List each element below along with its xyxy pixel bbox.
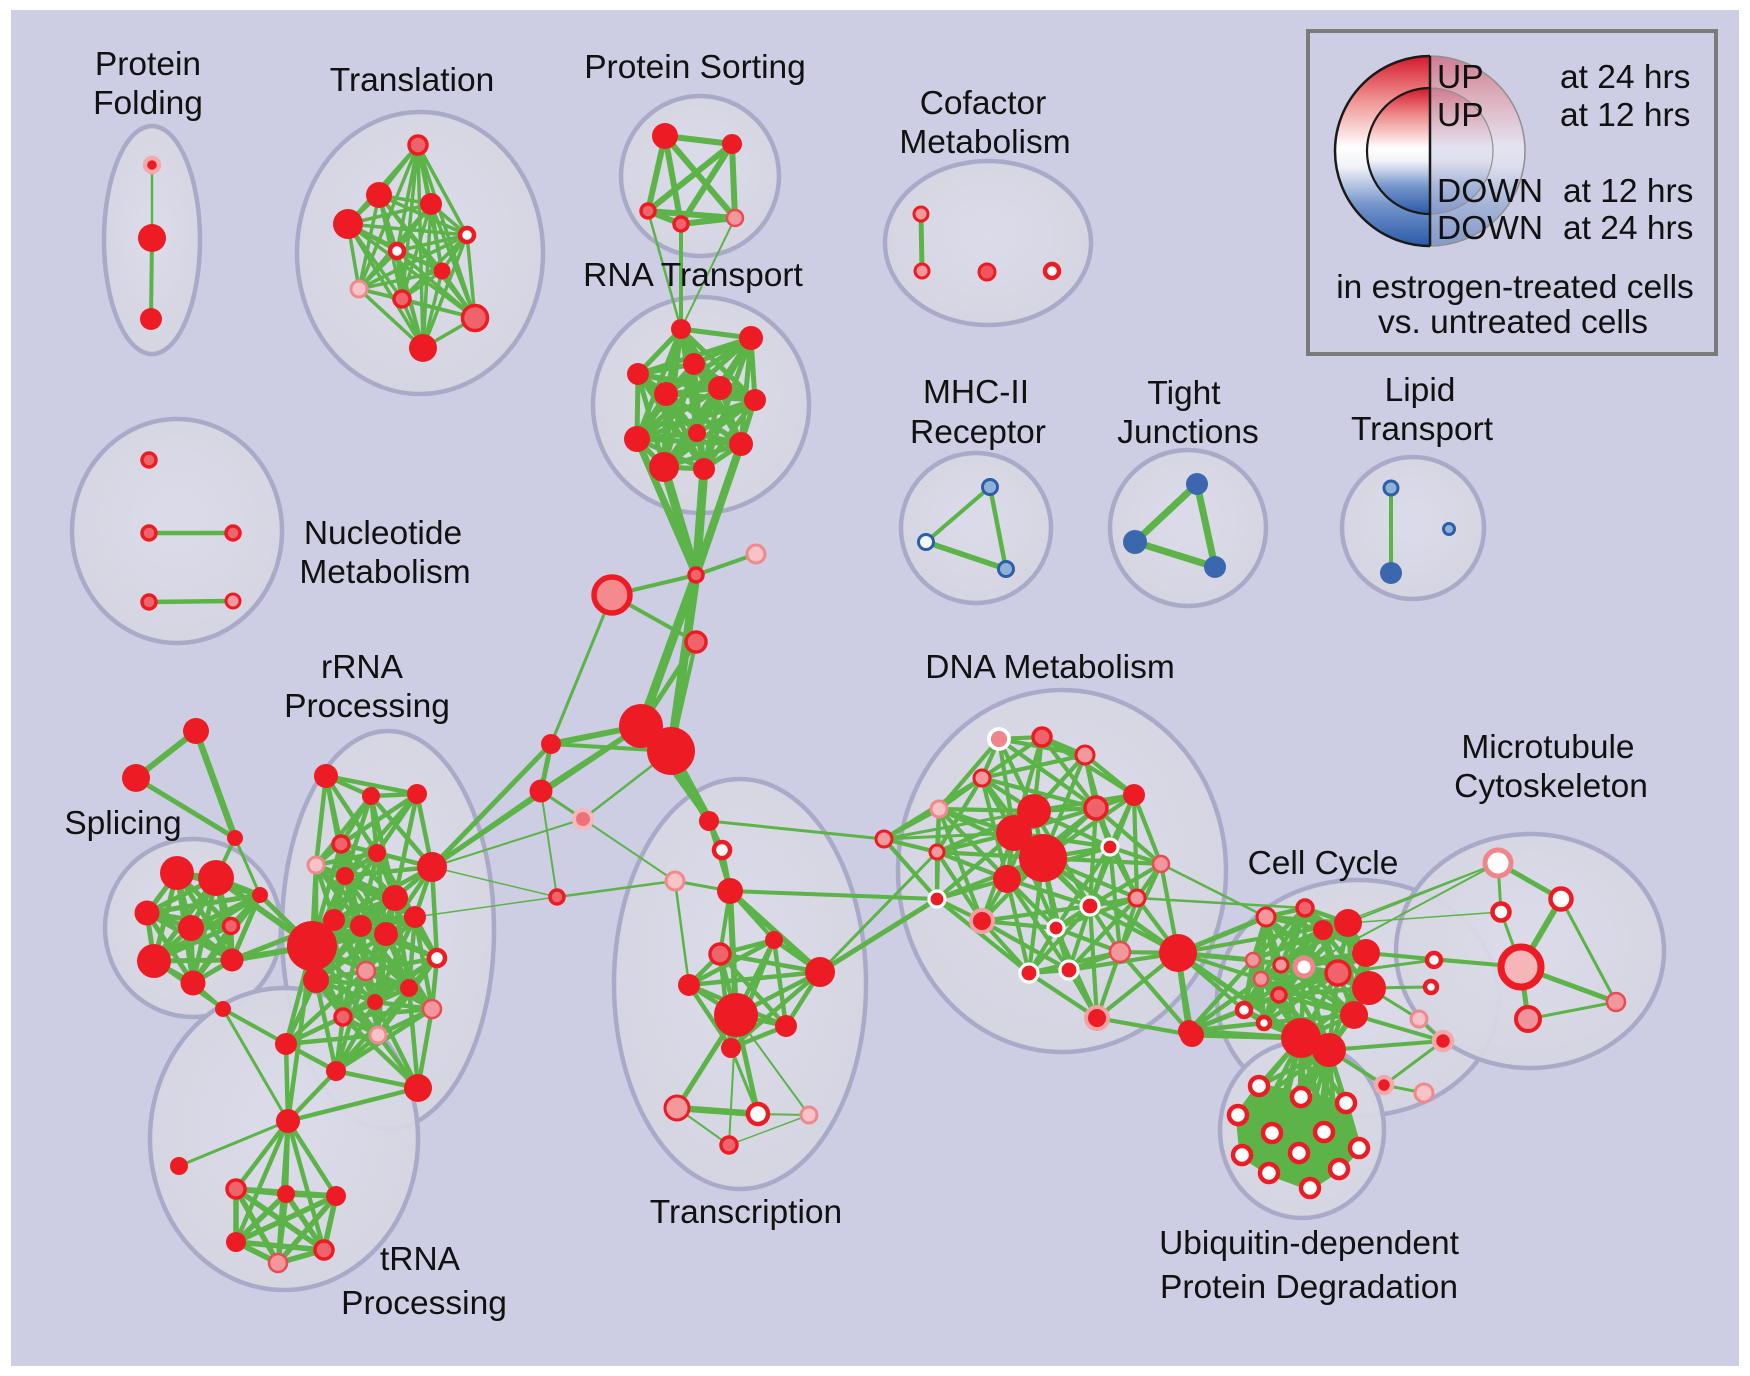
svg-text:at 24 hrs: at 24 hrs xyxy=(1560,59,1690,96)
svg-text:UP: UP xyxy=(1437,97,1484,134)
svg-text:UP: UP xyxy=(1437,59,1484,96)
svg-text:Metabolism: Metabolism xyxy=(299,554,470,591)
svg-text:Protein: Protein xyxy=(95,46,201,83)
svg-text:Metabolism: Metabolism xyxy=(899,124,1070,161)
svg-text:DNA Metabolism: DNA Metabolism xyxy=(925,649,1174,686)
svg-text:MHC-II: MHC-II xyxy=(923,374,1029,411)
svg-text:vs. untreated cells: vs. untreated cells xyxy=(1378,304,1648,341)
svg-text:Cell Cycle: Cell Cycle xyxy=(1248,845,1399,882)
svg-text:Processing: Processing xyxy=(341,1285,507,1322)
svg-text:tRNA: tRNA xyxy=(380,1241,461,1278)
svg-text:Folding: Folding xyxy=(93,85,203,122)
svg-text:at 24 hrs: at 24 hrs xyxy=(1563,210,1693,247)
svg-text:Lipid: Lipid xyxy=(1385,372,1456,409)
svg-text:Splicing: Splicing xyxy=(64,805,181,842)
svg-text:at 12 hrs: at 12 hrs xyxy=(1560,97,1690,134)
svg-text:Nucleotide: Nucleotide xyxy=(304,515,462,552)
svg-text:Protein Sorting: Protein Sorting xyxy=(584,49,806,86)
svg-text:Receptor: Receptor xyxy=(910,414,1046,451)
svg-text:Transport: Transport xyxy=(1351,411,1494,448)
svg-text:DOWN: DOWN xyxy=(1437,173,1543,210)
svg-text:Junctions: Junctions xyxy=(1117,414,1259,451)
svg-text:Microtubule: Microtubule xyxy=(1461,729,1634,766)
svg-text:Processing: Processing xyxy=(284,688,450,725)
svg-text:Translation: Translation xyxy=(330,62,494,99)
svg-text:Transcription: Transcription xyxy=(650,1194,842,1231)
svg-text:in estrogen-treated cells: in estrogen-treated cells xyxy=(1336,269,1694,306)
svg-text:at 12 hrs: at 12 hrs xyxy=(1563,173,1693,210)
svg-text:DOWN: DOWN xyxy=(1437,210,1543,247)
svg-text:Cofactor: Cofactor xyxy=(920,85,1047,122)
svg-text:Protein Degradation: Protein Degradation xyxy=(1160,1269,1458,1306)
svg-text:Ubiquitin-dependent: Ubiquitin-dependent xyxy=(1159,1225,1460,1262)
svg-text:rRNA: rRNA xyxy=(321,649,404,686)
svg-text:Tight: Tight xyxy=(1147,375,1221,412)
svg-text:Cytoskeleton: Cytoskeleton xyxy=(1454,768,1648,805)
svg-text:RNA Transport: RNA Transport xyxy=(583,257,803,294)
